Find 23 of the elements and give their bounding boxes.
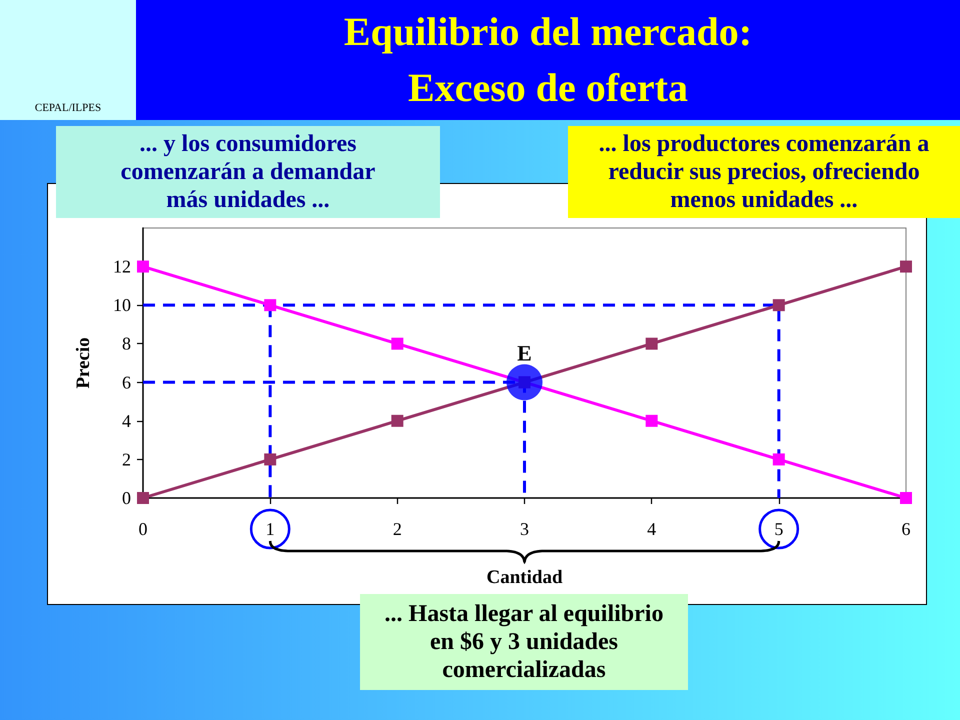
text: ... los productores comenzarán a reducir sus precios, ofreciendo menos unidades ... <box>598 130 930 214</box>
annotation: E <box>517 340 532 366</box>
x-tick-label: 0 <box>138 519 148 539</box>
y-tick-label: 12 <box>113 256 131 277</box>
y-tick-label: 10 <box>113 295 131 316</box>
text: ... y los consumidores comenzarán a demandar más unidades ... <box>120 130 376 214</box>
x-tick-label: 6 <box>902 519 910 539</box>
y-axis-title: Precio <box>73 337 94 389</box>
x-tick-label: 3 <box>520 519 529 539</box>
x-tick-label: 1 <box>266 519 275 539</box>
y-tick-label: 0 <box>122 488 131 508</box>
y-tick-label: 4 <box>122 410 131 431</box>
y-tick-label: 2 <box>122 449 131 470</box>
x-axis-title: Cantidad <box>486 567 563 588</box>
x-tick-label: 2 <box>392 519 402 539</box>
x-tick-label: 5 <box>774 519 784 539</box>
text: ... Hasta llegar al equilibrio en $6 y 3 unidades comercializadas <box>384 600 664 684</box>
x-tick-label: 4 <box>647 519 656 539</box>
chart-subtitle: Exceso de oferta <box>407 64 689 112</box>
y-tick-label: 6 <box>122 372 131 392</box>
chart-title: Equilibrio del mercado: <box>342 8 754 56</box>
y-tick-label: 8 <box>122 334 131 354</box>
text: CEPAL/ILPES <box>34 101 102 116</box>
